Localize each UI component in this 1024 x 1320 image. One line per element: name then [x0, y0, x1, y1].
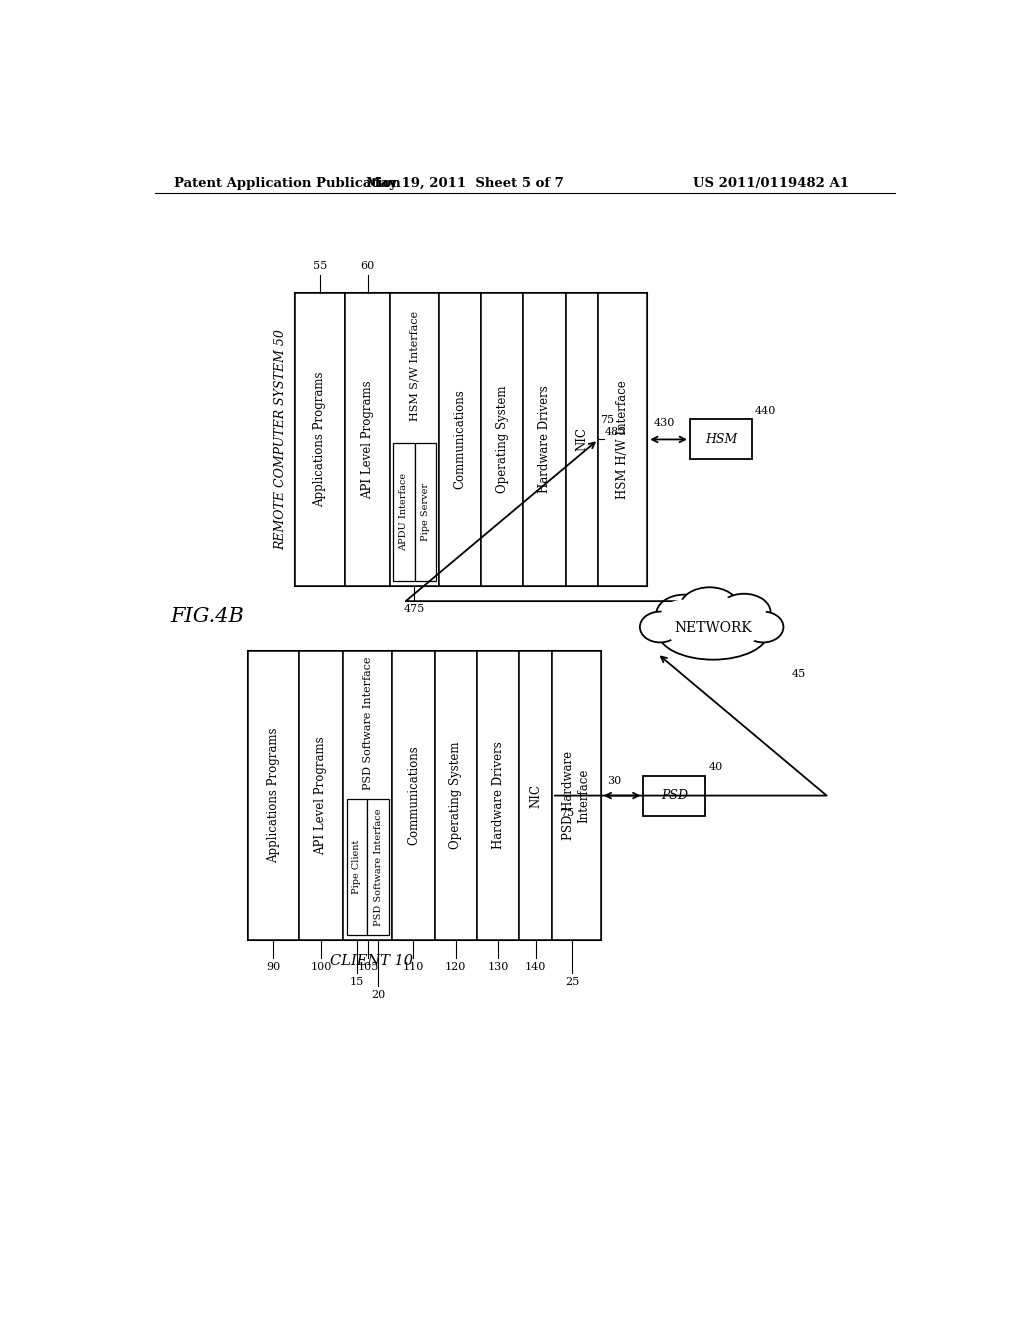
- Text: Patent Application Publication: Patent Application Publication: [174, 177, 401, 190]
- Ellipse shape: [685, 593, 733, 622]
- Text: NETWORK: NETWORK: [674, 622, 752, 635]
- Ellipse shape: [643, 615, 677, 639]
- Text: May 19, 2011  Sheet 5 of 7: May 19, 2011 Sheet 5 of 7: [367, 177, 564, 190]
- Bar: [248, 651, 601, 940]
- Text: Hardware Drivers: Hardware Drivers: [539, 385, 551, 494]
- Bar: [346, 799, 367, 936]
- Text: Communications: Communications: [454, 389, 467, 490]
- Text: 25: 25: [565, 977, 580, 987]
- Bar: [390, 293, 438, 586]
- Text: 90: 90: [266, 962, 281, 972]
- Bar: [523, 293, 566, 586]
- Ellipse shape: [743, 611, 783, 643]
- Text: Pipe Client: Pipe Client: [352, 840, 361, 894]
- Text: Applications Programs: Applications Programs: [267, 727, 280, 863]
- Ellipse shape: [718, 594, 770, 631]
- Text: Communications: Communications: [407, 746, 420, 845]
- Text: PSD Software Interface: PSD Software Interface: [362, 656, 373, 791]
- Text: 40: 40: [709, 763, 723, 772]
- Text: 485: 485: [604, 426, 626, 437]
- Text: 120: 120: [445, 962, 467, 972]
- Text: 30: 30: [607, 776, 622, 787]
- Text: Hardware Drivers: Hardware Drivers: [492, 742, 505, 850]
- Ellipse shape: [640, 611, 680, 643]
- Text: US 2011/0119482 A1: US 2011/0119482 A1: [693, 177, 849, 190]
- Text: PSD: PSD: [660, 789, 688, 803]
- Text: 440: 440: [755, 407, 776, 416]
- Ellipse shape: [746, 615, 780, 639]
- Text: 110: 110: [402, 962, 424, 972]
- Text: REMOTE COMPUTER SYSTEM 50: REMOTE COMPUTER SYSTEM 50: [274, 329, 287, 550]
- Text: 105: 105: [357, 962, 379, 972]
- Text: FIG.4B: FIG.4B: [171, 607, 245, 626]
- Text: NIC: NIC: [575, 428, 589, 451]
- Bar: [477, 651, 519, 940]
- Text: PSD Software Interface: PSD Software Interface: [374, 808, 383, 925]
- Bar: [519, 651, 552, 940]
- Text: Operating System: Operating System: [496, 385, 509, 494]
- Bar: [415, 442, 435, 581]
- Bar: [643, 776, 706, 816]
- Text: 130: 130: [487, 962, 509, 972]
- Bar: [434, 651, 477, 940]
- Text: HSM S/W Interface: HSM S/W Interface: [410, 312, 420, 421]
- Ellipse shape: [680, 587, 739, 627]
- Bar: [345, 293, 390, 586]
- Text: 475: 475: [403, 603, 425, 614]
- Text: Operating System: Operating System: [450, 742, 462, 849]
- Ellipse shape: [657, 605, 768, 660]
- Text: 20: 20: [371, 990, 385, 1001]
- Text: 430: 430: [653, 418, 675, 428]
- Text: API Level Programs: API Level Programs: [314, 737, 328, 855]
- Bar: [295, 293, 647, 586]
- Text: PSD Hardware
Interface: PSD Hardware Interface: [562, 751, 590, 840]
- Text: NIC: NIC: [529, 784, 542, 808]
- Text: Applications Programs: Applications Programs: [313, 372, 327, 507]
- Bar: [367, 799, 389, 936]
- Ellipse shape: [656, 595, 712, 635]
- Bar: [690, 420, 752, 459]
- Bar: [598, 293, 647, 586]
- Bar: [552, 651, 601, 940]
- Text: 75: 75: [560, 808, 573, 817]
- Ellipse shape: [722, 598, 766, 626]
- Ellipse shape: [662, 599, 707, 630]
- Text: 140: 140: [525, 962, 546, 972]
- Text: 55: 55: [312, 261, 327, 271]
- Bar: [295, 293, 345, 586]
- Text: 75: 75: [600, 416, 614, 425]
- Text: CLIENT 10: CLIENT 10: [330, 954, 413, 968]
- Bar: [299, 651, 343, 940]
- Bar: [343, 651, 392, 940]
- Ellipse shape: [668, 611, 759, 653]
- Text: APDU Interface: APDU Interface: [399, 473, 409, 550]
- Text: 45: 45: [793, 669, 807, 680]
- Text: 60: 60: [360, 261, 375, 271]
- Text: Pipe Server: Pipe Server: [421, 483, 430, 541]
- Bar: [481, 293, 523, 586]
- Text: HSM H/W Interface: HSM H/W Interface: [616, 380, 630, 499]
- Text: HSM: HSM: [705, 433, 737, 446]
- Text: API Level Programs: API Level Programs: [361, 380, 374, 499]
- Text: 100: 100: [310, 962, 332, 972]
- Bar: [438, 293, 481, 586]
- Text: 15: 15: [349, 977, 364, 987]
- Bar: [392, 651, 434, 940]
- Bar: [248, 651, 299, 940]
- Bar: [566, 293, 598, 586]
- Bar: [393, 442, 415, 581]
